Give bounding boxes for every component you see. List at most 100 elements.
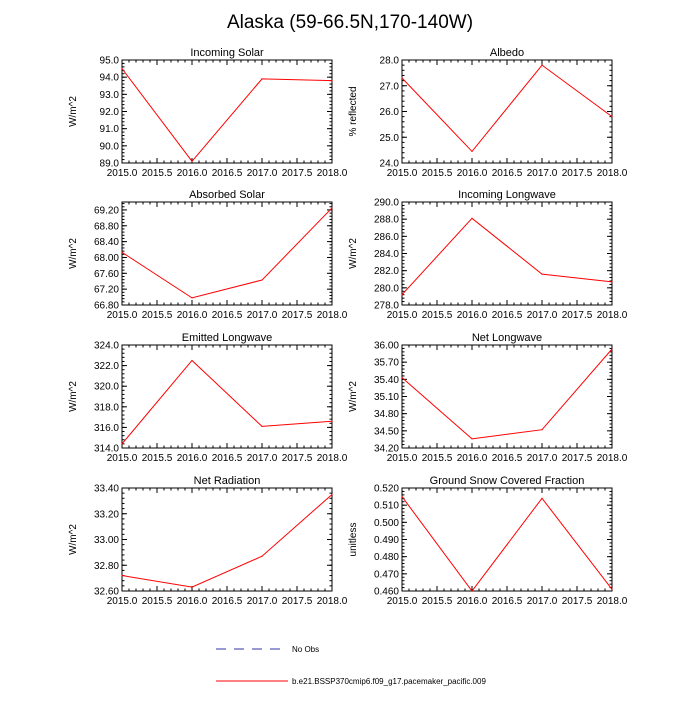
x-tick-label: 2016.5 [212,453,243,464]
data-point [121,251,123,253]
y-tick-label: 95.0 [100,56,120,67]
data-point [191,160,193,162]
panel-net-radiation: Net Radiation W/m^2 2015.0 2015.5 2016.0 2016… [68,475,348,607]
x-tick-label: 2016.0 [457,168,488,179]
y-tick-label: 90.0 [100,141,120,152]
series-line [401,217,613,296]
x-tick-label: 2015.5 [422,168,453,179]
y-tick-label: 93.0 [100,90,120,101]
x-tick-label: 2015.5 [142,168,173,179]
y-tick-label: 288.0 [374,215,399,226]
panel-title: Ground Snow Covered Fraction [430,475,585,487]
figure-title: Alaska (59-66.5N,170-140W) [227,12,473,33]
y-tick-label: 36.00 [374,341,399,352]
panel-emitted-longwave: Emitted Longwave W/m^2 2015.0 2015.5 2016.0 2… [68,332,348,464]
x-tick-label: 2016.5 [212,168,243,179]
y-tick-label: 34.20 [374,444,399,455]
y-tick-label: 27.0 [380,81,400,92]
data-point [261,78,263,80]
x-tick-label: 2017.5 [282,596,313,607]
y-tick-label: 25.0 [380,133,400,144]
y-tick-label: 69.20 [94,205,119,216]
y-tick-label: 24.0 [380,159,400,170]
y-tick-label: 33.00 [94,535,119,546]
data-point [261,555,263,557]
x-tick-label: 2015.5 [422,596,453,607]
y-tick-label: 67.20 [94,285,119,296]
y-tick-label: 33.20 [94,509,119,520]
x-tick-label: 2017.0 [527,453,558,464]
panel-title: Incoming Longwave [458,189,556,201]
y-tick-label: 290.0 [374,198,399,209]
y-tick-label: 286.0 [374,232,399,243]
data-point [331,80,333,82]
x-tick-label: 2017.5 [282,310,313,321]
y-tick-label: 280.0 [374,283,399,294]
x-tick-label: 2015.5 [142,310,173,321]
x-tick-label: 2018.0 [317,596,348,607]
x-tick-label: 2017.0 [247,453,278,464]
data-point [471,150,473,153]
y-tick-label: 0.510 [374,501,399,512]
data-point [191,297,193,299]
data-point [611,281,613,283]
series-line [121,359,333,445]
x-tick-label: 2017.5 [562,596,593,607]
y-tick-label: 26.0 [380,107,400,118]
y-tick-label: 0.460 [374,587,399,598]
x-tick-label: 2016.5 [492,596,523,607]
x-tick-label: 2016.0 [457,453,488,464]
y-tick-label: 0.470 [374,569,399,580]
y-tick-label: 318.0 [94,402,119,413]
legend: No Obs b.e21.BSSP370cmip6.f09_g17.pacema… [216,645,486,686]
data-point [401,77,403,79]
panel-title: Net Longwave [472,332,542,344]
panel-title: Net Radiation [194,475,261,487]
data-point [541,429,543,431]
panel-net-longwave: Net Longwave W/m^2 2015.0 2015.5 2016.0 2016.… [348,332,628,464]
panel-ground-snow-covered-fraction: Ground Snow Covered Fraction unitless 2015… [348,475,628,607]
x-tick-label: 2016.0 [177,168,208,179]
y-tick-label: 35.40 [374,375,399,386]
data-point [331,493,333,496]
panel-title: Absorbed Solar [189,189,265,201]
x-tick-label: 2016.0 [177,596,208,607]
y-tick-label: 66.80 [94,301,119,312]
plot-frame [121,201,333,306]
series-line [121,494,333,588]
x-tick-label: 2015.5 [422,453,453,464]
panels: Incoming Solar W/m^2 2015.0 2015.5 2016.0 201… [68,47,628,607]
data-point [541,497,543,499]
y-axis-label: unitless [348,523,359,557]
x-tick-label: 2018.0 [597,168,628,179]
y-tick-label: 89.0 [100,159,120,170]
y-tick-label: 0.490 [374,535,399,546]
data-point [541,64,543,66]
y-tick-label: 92.0 [100,107,120,118]
x-tick-label: 2015.0 [107,453,138,464]
x-tick-label: 2018.0 [597,596,628,607]
x-tick-label: 2016.0 [177,453,208,464]
data-point [401,377,403,379]
x-tick-label: 2017.0 [527,310,558,321]
series-line [401,496,613,592]
y-tick-label: 0.480 [374,552,399,563]
y-tick-label: 35.10 [374,392,399,403]
x-tick-label: 2018.0 [317,310,348,321]
plot-frame [121,59,333,164]
y-tick-label: 34.50 [374,426,399,437]
data-point [191,359,193,362]
y-tick-label: 278.0 [374,301,399,312]
plot-frame [401,344,613,449]
data-point [401,294,403,296]
data-point [401,495,403,498]
data-point [331,420,333,422]
x-tick-label: 2018.0 [597,310,628,321]
x-tick-label: 2017.5 [562,168,593,179]
panel-title: Albedo [490,47,524,59]
y-axis-label: % reflected [348,86,359,136]
y-tick-label: 68.00 [94,253,119,264]
data-point [471,217,473,219]
